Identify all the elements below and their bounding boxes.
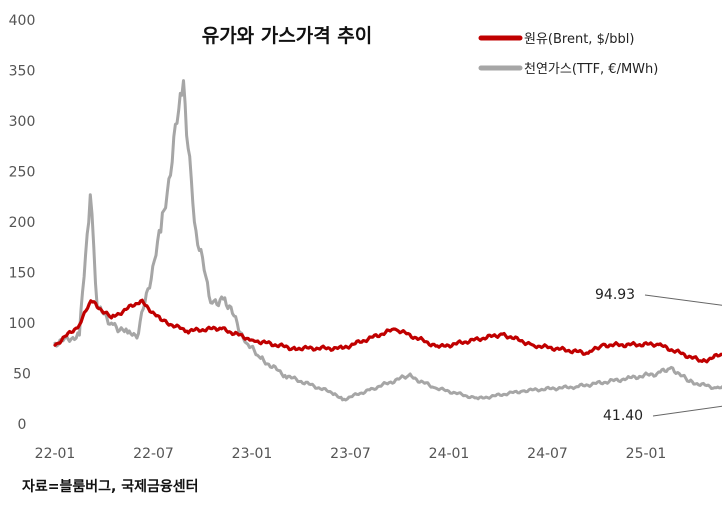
y-tick-label: 200 <box>9 215 36 231</box>
y-tick-label: 0 <box>18 417 27 433</box>
x-tick-label: 22-07 <box>133 446 174 462</box>
y-tick-label: 150 <box>9 266 36 282</box>
y-axis-ticks: 0 50 100 150 200 250 300 350 400 <box>9 13 36 433</box>
annotation-leader <box>652 405 722 417</box>
y-tick-label: 350 <box>9 64 36 80</box>
y-tick-label: 50 <box>13 367 31 383</box>
annotation-leader <box>644 294 722 306</box>
y-tick-label: 300 <box>9 114 36 130</box>
y-tick-label: 100 <box>9 316 36 332</box>
legend: 원유(Brent, $/bbl) 천연가스(TTF, €/MWh) <box>478 32 658 77</box>
x-tick-label: 24-01 <box>429 446 470 462</box>
x-axis-ticks: 22-0122-0723-0123-0724-0124-0725-0125-07… <box>35 446 667 462</box>
y-tick-label: 400 <box>9 13 36 29</box>
x-tick-label: 23-01 <box>232 446 273 462</box>
x-tick-label: 25-01 <box>626 446 667 462</box>
legend-label-brent: 원유(Brent, $/bbl) <box>524 32 634 47</box>
x-tick-label: 22-01 <box>35 446 76 462</box>
x-tick-label: 24-07 <box>527 446 568 462</box>
annotation-label: 41.40 <box>603 408 643 424</box>
x-tick-label: 23-07 <box>330 446 371 462</box>
series-line-ttf <box>53 79 722 402</box>
legend-label-ttf: 천연가스(TTF, €/MWh) <box>524 62 658 77</box>
series-lines <box>53 79 722 402</box>
annotations: 94.93 41.40 <box>595 287 722 424</box>
series-line-brent <box>53 298 722 364</box>
annotation-label: 94.93 <box>595 287 635 303</box>
source-note: 자료=블룸버그, 국제금융센터 <box>22 479 199 495</box>
chart-title: 유가와 가스가격 추이 <box>202 25 373 47</box>
y-tick-label: 250 <box>9 165 36 181</box>
